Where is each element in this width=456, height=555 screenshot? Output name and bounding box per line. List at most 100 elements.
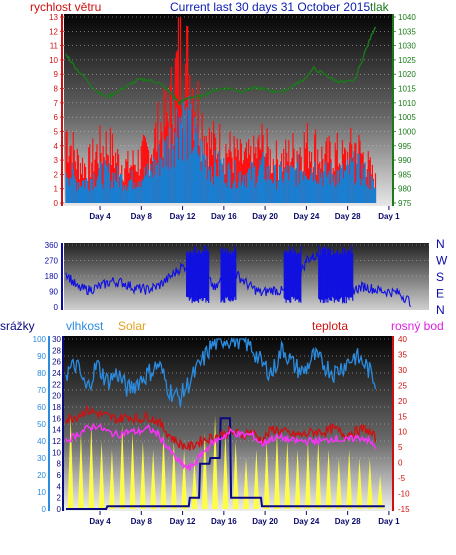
solar-spike — [129, 432, 136, 509]
pressure-tick-label: 995 — [398, 142, 412, 151]
humidity-tick-label: 90 — [37, 352, 46, 361]
pressure-tick-label: 985 — [398, 170, 412, 179]
wind-speed-tick-label: 5 — [54, 127, 59, 136]
humidity-tick-label: 10 — [37, 488, 46, 497]
solar-spike — [139, 441, 146, 509]
humidity-tick-label: 20 — [37, 471, 46, 480]
wind-speed-tick-label: 11 — [50, 42, 59, 51]
solar-spike — [88, 424, 95, 509]
wind-day-tick-label: Day 16 — [211, 212, 237, 221]
mark-layer — [65, 17, 412, 510]
solar-spike — [263, 441, 270, 509]
compass-label: N — [436, 237, 445, 251]
wind-speed-tick-label: 9 — [54, 70, 59, 79]
pressure-tick-label: 990 — [398, 156, 412, 165]
temperature-tick-label: 0 — [398, 459, 403, 468]
temperature-tick-label: 25 — [398, 381, 407, 390]
axis-layer: 0123456789101112139759809859909951000100… — [33, 13, 448, 526]
solar-spike — [77, 432, 84, 509]
wind-day-tick-label: Day 4 — [89, 212, 111, 221]
wind-day-tick-label: Day 1 — [378, 212, 400, 221]
direction-panel-background — [64, 243, 429, 310]
solar-spike — [366, 458, 373, 509]
solar-spike — [346, 449, 353, 509]
weather-day-tick-label: Day 8 — [131, 517, 153, 526]
dew-point-axis-title: rosný bod — [391, 319, 444, 333]
solar-spike — [335, 458, 342, 509]
solar-spike — [222, 432, 229, 509]
solar-spike — [108, 449, 115, 509]
rain-tick-label: 28 — [52, 346, 61, 355]
wind-speed-tick-label: 10 — [49, 56, 58, 65]
temperature-tick-label: 40 — [398, 335, 407, 344]
solar-spike — [294, 449, 301, 509]
solar-spike — [273, 432, 280, 509]
rain-axis-title: srážky — [0, 319, 35, 333]
pressure-tick-label: 1015 — [398, 85, 416, 94]
temperature-tick-label: -10 — [398, 490, 410, 499]
wind-speed-tick-label: 2 — [54, 170, 59, 179]
wind-speed-tick-label: 13 — [49, 13, 58, 22]
humidity-axis-title: vlhkost — [66, 319, 104, 333]
temperature-tick-label: 20 — [398, 397, 407, 406]
rain-tick-label: 20 — [52, 392, 61, 401]
rain-tick-label: 12 — [52, 437, 61, 446]
temperature-tick-label: 30 — [398, 366, 407, 375]
direction-tick-label: 360 — [45, 241, 59, 250]
solar-spike — [170, 441, 177, 509]
wind-day-tick-label: Day 24 — [293, 212, 319, 221]
humidity-tick-label: 50 — [37, 420, 46, 429]
humidity-tick-label: 0 — [42, 505, 47, 514]
direction-tick-label: 270 — [45, 257, 59, 266]
wind-day-tick-label: Day 12 — [170, 212, 196, 221]
humidity-tick-label: 80 — [37, 369, 46, 378]
wind-speed-tick-label: 6 — [54, 113, 59, 122]
wind-speed-tick-label: 0 — [54, 199, 59, 208]
solar-spike — [160, 432, 167, 509]
solar-spike — [201, 432, 208, 509]
wind-speed-tick-label: 1 — [54, 185, 59, 194]
direction-tick-label: 90 — [49, 288, 58, 297]
temperature-tick-label: 5 — [398, 443, 403, 452]
rain-tick-label: 10 — [52, 448, 61, 457]
solar-spike — [356, 458, 363, 509]
solar-spike — [98, 441, 105, 509]
weather-panel-background — [64, 336, 392, 511]
wind-day-tick-label: Day 28 — [335, 212, 361, 221]
grid-layer — [64, 16, 429, 510]
temperature-tick-label: 10 — [398, 428, 407, 437]
rain-tick-label: 18 — [52, 403, 61, 412]
humidity-tick-label: 70 — [37, 386, 46, 395]
pressure-tick-label: 1025 — [398, 56, 416, 65]
pressure-tick-label: 975 — [398, 199, 412, 208]
weather-day-tick-label: Day 28 — [335, 517, 361, 526]
solar-spike — [181, 449, 188, 509]
solar-spike — [284, 441, 291, 509]
temperature-tick-label: -15 — [398, 505, 410, 514]
compass-label: W — [436, 254, 448, 268]
pressure-tick-label: 1000 — [398, 127, 416, 136]
humidity-tick-label: 40 — [37, 437, 46, 446]
wind-speed-tick-label: 7 — [54, 99, 59, 108]
humidity-tick-label: 60 — [37, 403, 46, 412]
pressure-tick-label: 1030 — [398, 42, 416, 51]
solar-spike — [67, 415, 74, 509]
rain-tick-label: 26 — [52, 358, 61, 367]
weather-day-tick-label: Day 24 — [293, 517, 319, 526]
compass-label: N — [436, 303, 445, 317]
rain-tick-label: 14 — [52, 426, 61, 435]
weather-day-tick-label: Day 20 — [252, 517, 278, 526]
rain-tick-label: 0 — [57, 505, 62, 514]
pressure-line — [65, 26, 377, 106]
temperature-tick-label: -5 — [398, 474, 406, 483]
rain-tick-label: 2 — [57, 494, 62, 503]
pressure-tick-label: 1035 — [398, 27, 416, 36]
weather-day-tick-label: Day 1 — [378, 517, 400, 526]
solar-spike — [119, 424, 126, 509]
weather-day-tick-label: Day 16 — [211, 517, 237, 526]
direction-tick-label: 0 — [54, 303, 59, 312]
rain-tick-label: 16 — [52, 414, 61, 423]
weather-day-tick-label: Day 4 — [89, 517, 111, 526]
solar-spike — [212, 415, 219, 509]
